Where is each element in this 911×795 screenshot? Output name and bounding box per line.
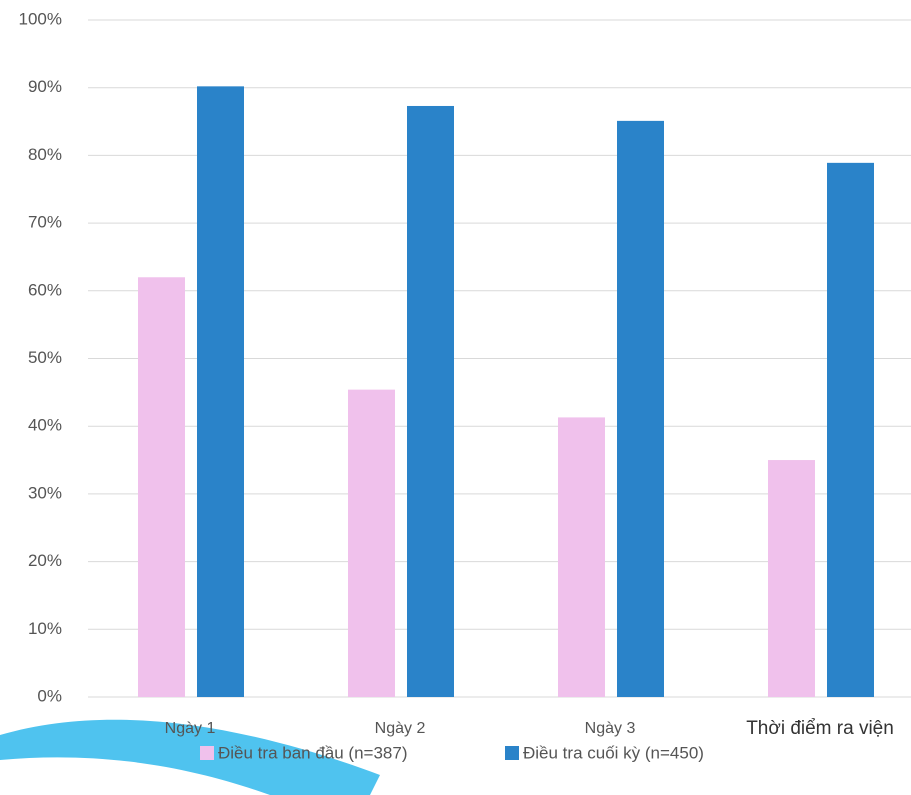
y-tick-label: 50% — [28, 348, 62, 367]
bar — [617, 120, 664, 698]
y-tick-label: 0% — [37, 686, 62, 705]
y-tick-label: 40% — [28, 416, 62, 435]
y-tick-label: 30% — [28, 483, 62, 502]
legend-label: Điều tra ban đầu (n=387) — [218, 743, 408, 762]
x-tick-label: Thời điểm ra viện — [746, 718, 894, 739]
y-tick-label: 70% — [28, 213, 62, 232]
y-tick-label: 90% — [28, 77, 62, 96]
y-tick-label: 100% — [19, 9, 62, 28]
bar — [138, 277, 185, 697]
y-tick-label: 80% — [28, 145, 62, 164]
legend-swatch — [505, 746, 519, 760]
bar — [197, 86, 244, 697]
x-tick-label: Ngày 2 — [375, 720, 426, 737]
bar — [558, 417, 605, 697]
x-tick-label: Ngày 3 — [585, 720, 636, 737]
decoration-swoosh — [0, 719, 380, 795]
x-tick-label: Ngày 1 — [165, 720, 216, 737]
y-tick-label: 10% — [28, 619, 62, 638]
bar — [768, 460, 815, 697]
bar — [407, 105, 454, 697]
legend-swatch — [200, 746, 214, 760]
bar — [348, 389, 395, 697]
y-tick-label: 60% — [28, 280, 62, 299]
legend-label: Điều tra cuối kỳ (n=450) — [523, 743, 704, 762]
bar — [827, 162, 874, 698]
y-tick-label: 20% — [28, 551, 62, 570]
